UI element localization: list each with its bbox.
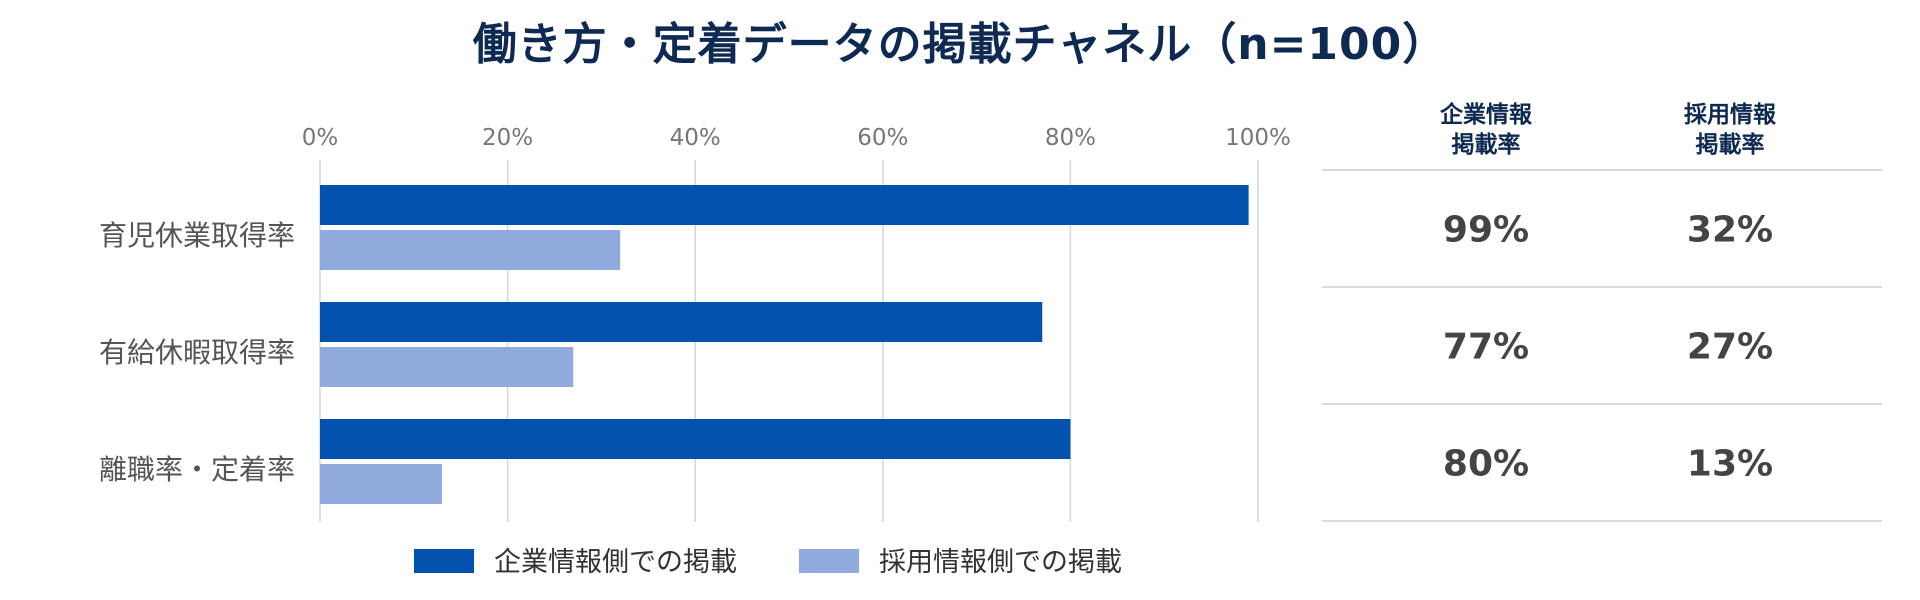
table-header: 掲載率 bbox=[1452, 131, 1521, 158]
x-tick-label: 80% bbox=[1045, 125, 1096, 151]
legend-label: 採用情報側での掲載 bbox=[879, 547, 1122, 578]
x-tick-label: 0% bbox=[302, 125, 339, 151]
x-tick-label: 40% bbox=[670, 125, 721, 151]
category-label: 離職率・定着率 bbox=[99, 453, 295, 486]
table-header: 掲載率 bbox=[1696, 131, 1765, 158]
x-tick-label: 100% bbox=[1225, 125, 1291, 151]
table-header: 採用情報 bbox=[1684, 101, 1777, 128]
bar-corporate bbox=[320, 419, 1071, 459]
chart-title: 働き方・定着データの掲載チャネル（n=100） bbox=[472, 19, 1448, 70]
x-tick-label: 60% bbox=[857, 125, 908, 151]
category-label: 有給休暇取得率 bbox=[99, 336, 295, 369]
table-cell: 32% bbox=[1687, 210, 1773, 251]
category-label: 育児休業取得率 bbox=[99, 219, 295, 252]
bar-recruit bbox=[320, 347, 574, 387]
legend-swatch-corporate bbox=[414, 549, 474, 573]
table-cell: 13% bbox=[1687, 444, 1773, 485]
table-cell: 77% bbox=[1443, 327, 1529, 368]
x-tick-label: 20% bbox=[482, 125, 533, 151]
table-header: 企業情報 bbox=[1439, 101, 1533, 128]
table-cell: 99% bbox=[1443, 210, 1529, 251]
legend-swatch-recruit bbox=[799, 549, 859, 573]
legend-label: 企業情報側での掲載 bbox=[494, 547, 737, 578]
bar-corporate bbox=[320, 185, 1249, 225]
bar-corporate bbox=[320, 302, 1043, 342]
table-cell: 27% bbox=[1687, 327, 1773, 368]
bar-recruit bbox=[320, 230, 621, 270]
bar-recruit bbox=[320, 464, 442, 504]
table-cell: 80% bbox=[1443, 444, 1529, 485]
